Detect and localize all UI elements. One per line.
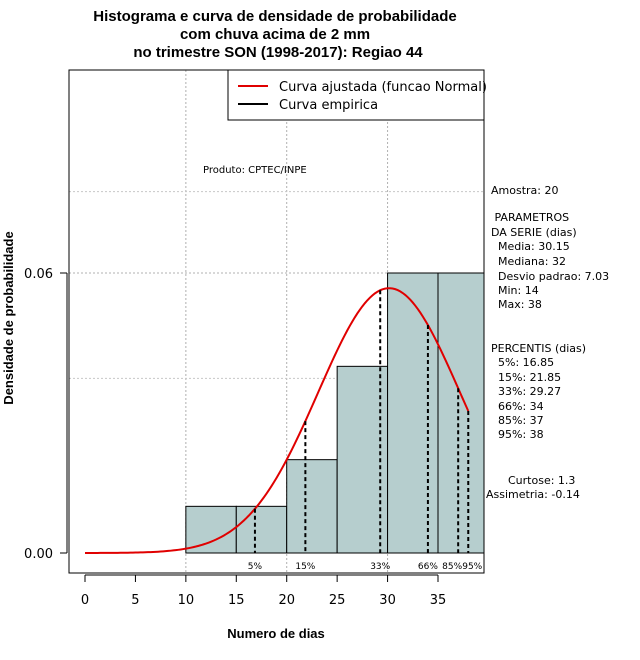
info-mean: Media: 30.15 bbox=[491, 240, 570, 253]
x-tick-label: 25 bbox=[329, 593, 346, 608]
info-params-header: PARAMETROS bbox=[491, 211, 569, 224]
info-max: Max: 38 bbox=[491, 298, 542, 311]
x-axis-label: Numero de dias bbox=[227, 626, 325, 641]
x-tick-label: 0 bbox=[81, 593, 89, 608]
y-tick-label: 0.06 bbox=[24, 267, 53, 282]
x-tick-label: 20 bbox=[278, 593, 295, 608]
y-tick-label: 0.00 bbox=[24, 547, 53, 562]
percentile-label: 5% bbox=[248, 562, 263, 572]
x-tick-label: 5 bbox=[131, 593, 139, 608]
x-tick-label: 15 bbox=[228, 593, 245, 608]
percentile-markers: 5% 15% 33% 66% 85% 95% bbox=[248, 290, 483, 572]
info-kurtosis: Curtose: 1.3 bbox=[508, 474, 575, 487]
info-min: Min: 14 bbox=[491, 284, 539, 297]
normal-curve-line bbox=[85, 287, 470, 554]
info-p95: 95%: 38 bbox=[491, 428, 544, 441]
info-sample: Amostra: 20 bbox=[491, 184, 558, 197]
info-params-subheader: DA SERIE (dias) bbox=[491, 226, 577, 239]
statistics-panel: Amostra: 20 PARAMETROS DA SERIE (dias) M… bbox=[486, 184, 609, 501]
percentile-label: 66% bbox=[418, 562, 438, 572]
percentile-label: 33% bbox=[370, 562, 390, 572]
info-sd: Desvio padrao: 7.03 bbox=[491, 270, 609, 283]
info-p85: 85%: 37 bbox=[491, 414, 544, 427]
y-axis-label: Densidade de probabilidade bbox=[1, 231, 16, 404]
histogram-bars bbox=[185, 272, 485, 554]
chart-title-line-2: com chuva acima de 2 mm bbox=[180, 26, 370, 43]
percentile-label: 15% bbox=[295, 562, 315, 572]
histogram-bar bbox=[336, 365, 389, 554]
info-median: Mediana: 32 bbox=[491, 255, 566, 268]
legend: Curva ajustada (funcao Normal) Curva emp… bbox=[227, 69, 487, 121]
legend-label-empirical: Curva empirica bbox=[279, 98, 378, 113]
chart-title-line-3: no trimestre SON (1998-2017): Regiao 44 bbox=[133, 44, 423, 61]
percentile-label: 85% bbox=[442, 562, 462, 572]
legend-box bbox=[227, 69, 485, 121]
histogram-bar bbox=[387, 272, 439, 554]
info-p33: 33%: 29.27 bbox=[491, 385, 561, 398]
histogram-bar bbox=[286, 459, 338, 554]
percentile-label: 95% bbox=[462, 562, 482, 572]
info-p15: 15%: 21.85 bbox=[491, 371, 561, 384]
x-tick-label: 30 bbox=[379, 593, 396, 608]
y-axis: 0.00 0.06 bbox=[24, 267, 68, 562]
info-p66: 66%: 34 bbox=[491, 400, 544, 413]
product-annotation: Produto: CPTEC/INPE bbox=[203, 165, 307, 176]
histogram-bar bbox=[235, 505, 288, 554]
info-skewness: Assimetria: -0.14 bbox=[486, 488, 580, 501]
info-p5: 5%: 16.85 bbox=[491, 356, 554, 369]
legend-label-normal: Curva ajustada (funcao Normal) bbox=[279, 80, 487, 95]
info-percentiles-header: PERCENTIS (dias) bbox=[491, 342, 586, 355]
histogram-bar bbox=[185, 505, 237, 554]
x-tick-label: 10 bbox=[178, 593, 195, 608]
chart-title-line-1: Histograma e curva de densidade de proba… bbox=[93, 8, 456, 25]
x-tick-label: 35 bbox=[430, 593, 447, 608]
curve-layer bbox=[85, 287, 470, 554]
x-axis: 0 5 10 15 20 25 30 35 bbox=[81, 574, 447, 608]
histogram-bar bbox=[437, 272, 485, 554]
